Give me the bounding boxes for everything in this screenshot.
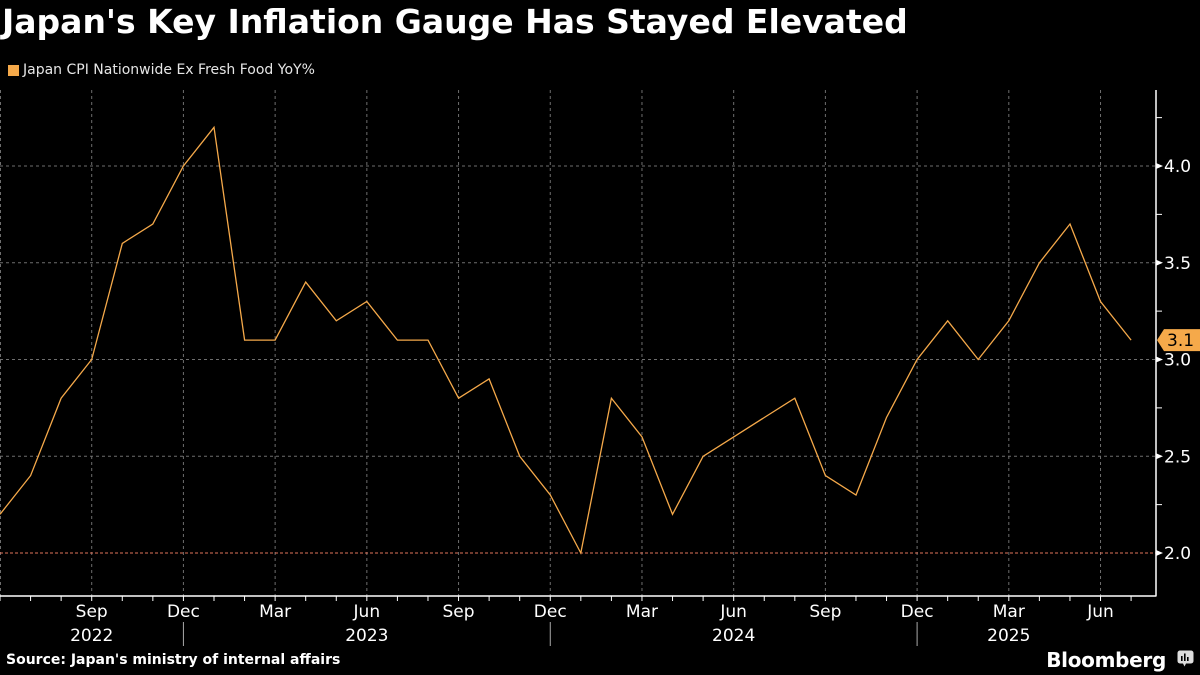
x-tick-label: Dec xyxy=(901,602,934,622)
y-tick-label: 4.0 xyxy=(1164,157,1191,177)
year-label: 2023 xyxy=(345,626,388,646)
last-value-label: 3.1 xyxy=(1167,331,1194,351)
y-tick-label: 3.5 xyxy=(1164,254,1191,274)
x-tick-label: Sep xyxy=(76,602,108,622)
y-tick xyxy=(1156,550,1163,556)
x-tick-label: Jun xyxy=(353,602,381,622)
x-tick-label: Sep xyxy=(443,602,475,622)
x-tick-label: Dec xyxy=(167,602,200,622)
y-tick xyxy=(1156,259,1163,266)
axes xyxy=(0,90,1163,646)
year-label: 2025 xyxy=(987,626,1030,646)
x-tick-label: Mar xyxy=(626,602,658,622)
grid xyxy=(0,90,1156,596)
series-line xyxy=(0,125,1132,555)
year-label: 2022 xyxy=(70,626,113,646)
legend-label: Japan CPI Nationwide Ex Fresh Food YoY% xyxy=(23,62,315,78)
bloomberg-logo: Bloomberg xyxy=(1046,648,1166,672)
last-value-group: 3.1 xyxy=(1157,329,1200,352)
x-tick-label: Mar xyxy=(259,602,291,622)
x-tick-label: Sep xyxy=(809,602,841,622)
legend-swatch xyxy=(8,64,19,76)
x-tick-label: Mar xyxy=(993,602,1025,622)
chart-title: Japan's Key Inflation Gauge Has Stayed E… xyxy=(2,2,908,41)
y-tick-label: 3.0 xyxy=(1164,351,1191,371)
y-axis-labels: 2.0 2.5 3.0 3.5 4.0 xyxy=(1164,157,1191,564)
x-axis-labels: Sep Dec Mar Jun Sep Dec Mar Jun Sep Dec Mar Jun 2022… xyxy=(70,602,1114,646)
bloomberg-chart-icon xyxy=(1177,650,1194,667)
y-tick xyxy=(1156,163,1163,169)
x-tick-label: Jun xyxy=(719,602,747,622)
last-value-badge xyxy=(1157,329,1200,352)
series-group xyxy=(0,125,1132,555)
y-tick-label: 2.0 xyxy=(1164,544,1191,564)
x-tick-label: Jun xyxy=(1086,602,1114,622)
x-tick-label: Dec xyxy=(534,602,567,622)
y-tick xyxy=(1156,453,1163,460)
year-label: 2024 xyxy=(712,626,755,646)
source-note: Source: Japan's ministry of internal aff… xyxy=(6,652,341,668)
y-tick xyxy=(1156,356,1163,363)
legend: Japan CPI Nationwide Ex Fresh Food YoY% xyxy=(8,62,315,78)
y-tick-label: 2.5 xyxy=(1164,447,1191,467)
